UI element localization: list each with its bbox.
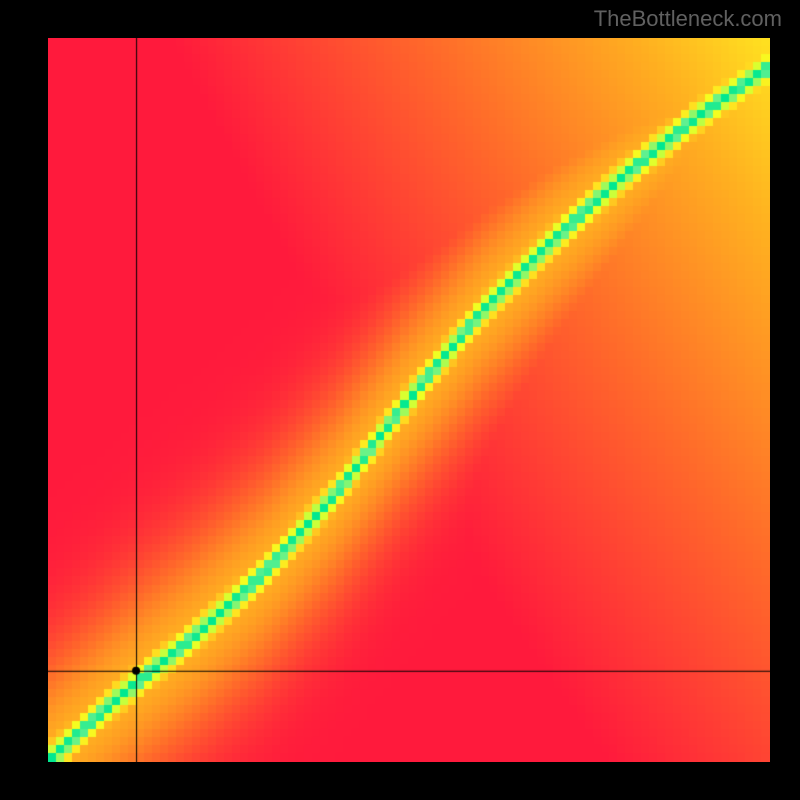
watermark-text: TheBottleneck.com [594, 6, 782, 32]
bottleneck-heatmap [48, 38, 770, 762]
